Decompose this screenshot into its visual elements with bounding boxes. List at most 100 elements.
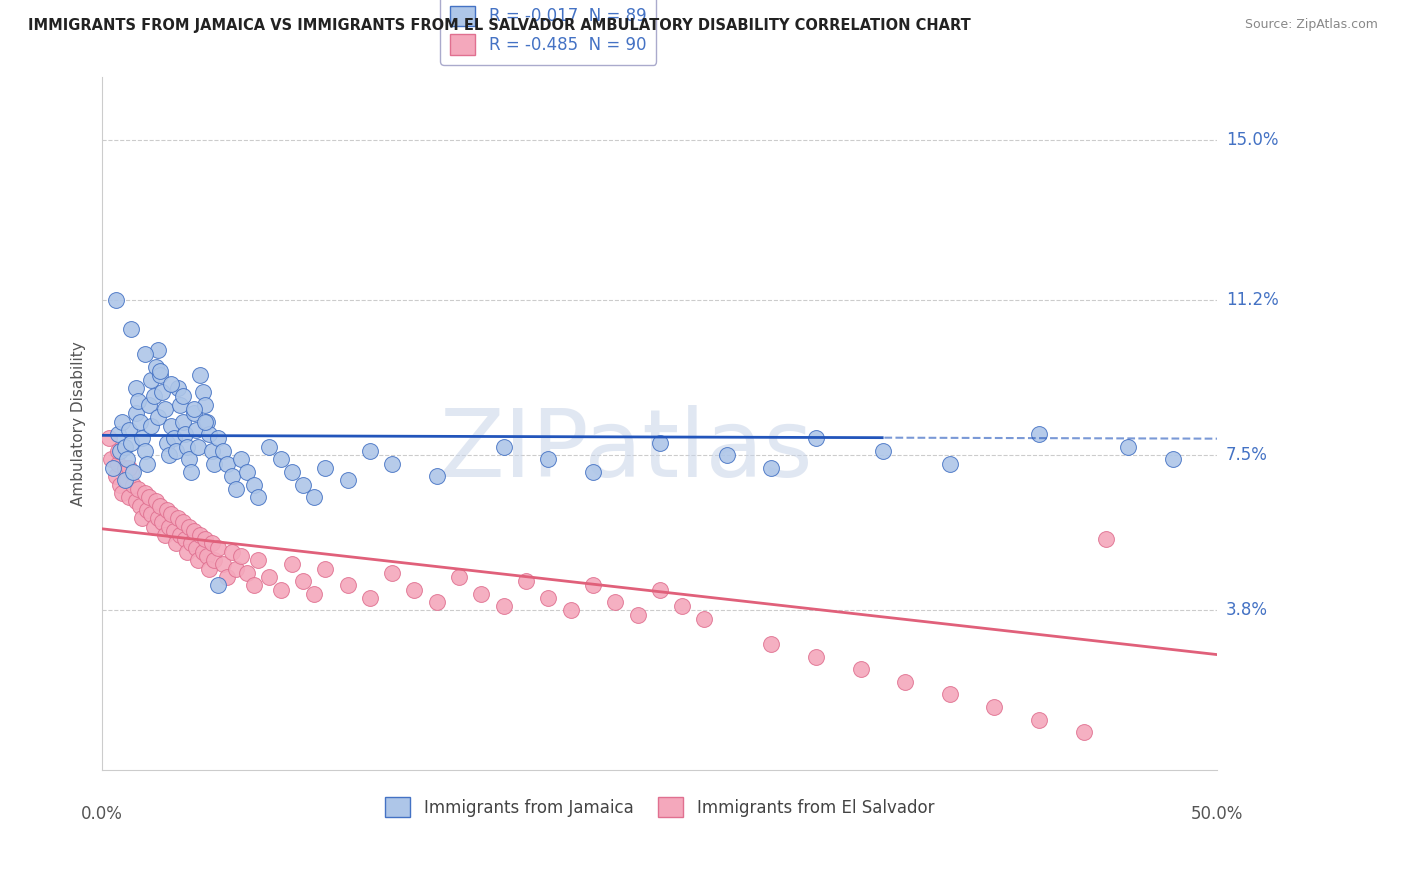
Point — [492, 440, 515, 454]
Point — [243, 477, 266, 491]
Point — [160, 376, 183, 391]
Point — [162, 524, 184, 538]
Point — [118, 490, 141, 504]
Point — [849, 662, 872, 676]
Point — [152, 516, 174, 530]
Point — [108, 477, 131, 491]
Point — [162, 431, 184, 445]
Text: IMMIGRANTS FROM JAMAICA VS IMMIGRANTS FROM EL SALVADOR AMBULATORY DISABILITY COR: IMMIGRANTS FROM JAMAICA VS IMMIGRANTS FR… — [28, 18, 972, 33]
Point — [183, 524, 205, 538]
Point — [180, 536, 202, 550]
Point — [176, 440, 198, 454]
Point — [124, 406, 146, 420]
Point — [114, 440, 136, 454]
Point — [221, 545, 243, 559]
Point — [939, 688, 962, 702]
Point — [247, 553, 270, 567]
Point — [149, 364, 172, 378]
Text: 11.2%: 11.2% — [1226, 291, 1278, 309]
Text: 3.8%: 3.8% — [1226, 601, 1268, 620]
Point — [983, 700, 1005, 714]
Point — [145, 494, 167, 508]
Text: 7.5%: 7.5% — [1226, 446, 1268, 464]
Point — [200, 444, 222, 458]
Point — [716, 448, 738, 462]
Point — [236, 566, 259, 580]
Point — [291, 574, 314, 588]
Point — [129, 415, 152, 429]
Point — [149, 499, 172, 513]
Point — [165, 444, 187, 458]
Point — [120, 465, 142, 479]
Point — [188, 528, 211, 542]
Point — [359, 591, 381, 605]
Point — [229, 452, 252, 467]
Point — [115, 474, 138, 488]
Point — [291, 477, 314, 491]
Point — [648, 582, 671, 597]
Text: Source: ZipAtlas.com: Source: ZipAtlas.com — [1244, 18, 1378, 31]
Point — [404, 582, 426, 597]
Point — [247, 490, 270, 504]
Point — [173, 532, 195, 546]
Point — [270, 582, 292, 597]
Point — [103, 460, 125, 475]
Point — [115, 452, 138, 467]
Point — [127, 393, 149, 408]
Point — [129, 499, 152, 513]
Point — [605, 595, 627, 609]
Point — [100, 452, 122, 467]
Point — [236, 465, 259, 479]
Point — [198, 427, 221, 442]
Point — [537, 591, 560, 605]
Point — [167, 381, 190, 395]
Text: 0.0%: 0.0% — [82, 805, 124, 822]
Point — [146, 511, 169, 525]
Point — [122, 477, 145, 491]
Point — [124, 381, 146, 395]
Point — [894, 674, 917, 689]
Point — [149, 368, 172, 383]
Point — [172, 415, 194, 429]
Point — [153, 402, 176, 417]
Point — [160, 418, 183, 433]
Point — [141, 418, 163, 433]
Point — [1116, 440, 1139, 454]
Point — [169, 528, 191, 542]
Point — [138, 398, 160, 412]
Point — [111, 486, 134, 500]
Point — [156, 502, 179, 516]
Point — [122, 465, 145, 479]
Point — [179, 519, 201, 533]
Point — [198, 561, 221, 575]
Point — [336, 474, 359, 488]
Point — [194, 532, 217, 546]
Point — [142, 519, 165, 533]
Point — [217, 570, 239, 584]
Point — [120, 435, 142, 450]
Point — [138, 490, 160, 504]
Point — [195, 415, 218, 429]
Point — [120, 322, 142, 336]
Point — [515, 574, 537, 588]
Point — [359, 444, 381, 458]
Point — [146, 343, 169, 358]
Point — [176, 545, 198, 559]
Point — [97, 431, 120, 445]
Point — [187, 553, 209, 567]
Point — [426, 595, 449, 609]
Point — [804, 431, 827, 445]
Point — [314, 460, 336, 475]
Point — [281, 465, 304, 479]
Point — [124, 494, 146, 508]
Point — [134, 347, 156, 361]
Point — [1161, 452, 1184, 467]
Point — [1028, 427, 1050, 442]
Point — [492, 599, 515, 614]
Point — [229, 549, 252, 563]
Point — [187, 440, 209, 454]
Point — [142, 389, 165, 403]
Point — [167, 511, 190, 525]
Text: 50.0%: 50.0% — [1191, 805, 1244, 822]
Point — [131, 431, 153, 445]
